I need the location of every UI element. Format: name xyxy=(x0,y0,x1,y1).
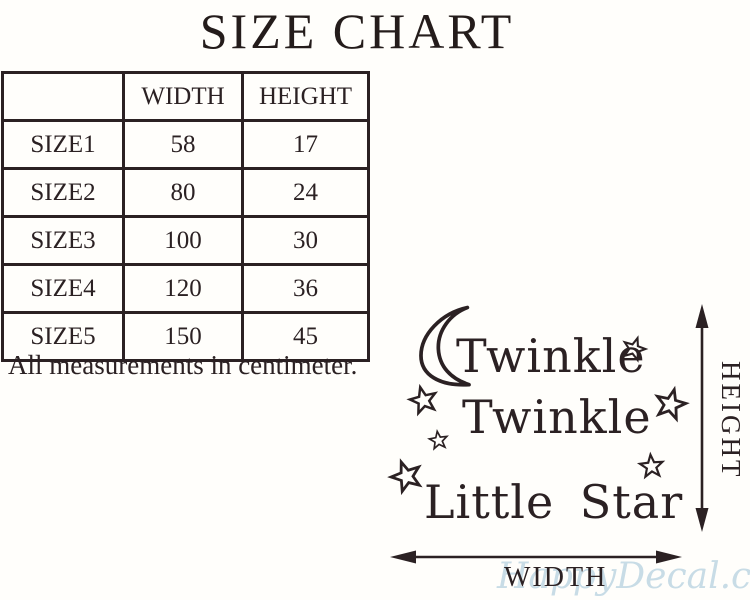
height-value: 24 xyxy=(241,167,370,218)
height-arrow-icon xyxy=(695,304,709,532)
width-value: 80 xyxy=(122,167,244,218)
size-label: SIZE5 xyxy=(1,311,125,362)
watermark: HappyDecal.com xyxy=(497,556,750,597)
width-arrow-icon xyxy=(390,550,682,564)
star-icon xyxy=(427,428,449,451)
star-icon xyxy=(636,451,666,480)
table-row: SIZE5 150 45 xyxy=(1,311,370,362)
star-icon xyxy=(406,383,439,417)
measurement-note: All measurements in centimeter. xyxy=(8,350,358,380)
table-row: SIZE1 58 17 xyxy=(1,119,370,170)
height-value: 17 xyxy=(241,119,370,170)
header-height: HEIGHT xyxy=(241,71,370,122)
header-width: WIDTH xyxy=(122,71,244,122)
size-label: SIZE1 xyxy=(1,119,125,170)
height-value: 36 xyxy=(241,263,370,314)
width-value: 150 xyxy=(122,311,244,362)
header-corner-cell xyxy=(1,71,125,122)
star-icon xyxy=(654,385,690,423)
height-value: 30 xyxy=(241,215,370,266)
size-table: WIDTH HEIGHT SIZE1 58 17 SIZE2 80 24 SIZ… xyxy=(1,71,370,362)
width-value: 100 xyxy=(122,215,244,266)
decal-text-line-2: Twinkle xyxy=(462,390,652,444)
height-dimension-label: HEIGHT xyxy=(716,361,746,480)
size-label: SIZE3 xyxy=(1,215,125,266)
page-title: SIZE CHART xyxy=(199,3,515,59)
decal-text-line-1: Twinkle xyxy=(456,329,646,383)
star-icon xyxy=(622,335,649,363)
table-row: SIZE4 120 36 xyxy=(1,263,370,314)
table-row: SIZE2 80 24 xyxy=(1,167,370,218)
crescent-moon-icon xyxy=(419,305,471,387)
size-label: SIZE4 xyxy=(1,263,125,314)
height-value: 45 xyxy=(241,311,370,362)
width-value: 58 xyxy=(122,119,244,170)
size-label: SIZE2 xyxy=(1,167,125,218)
width-dimension-label: WIDTH xyxy=(504,562,608,593)
star-icon xyxy=(387,458,423,496)
table-row: SIZE3 100 30 xyxy=(1,215,370,266)
table-header-row: WIDTH HEIGHT xyxy=(1,71,370,122)
decal-text-line-3: Little Star xyxy=(424,475,684,529)
width-value: 120 xyxy=(122,263,244,314)
